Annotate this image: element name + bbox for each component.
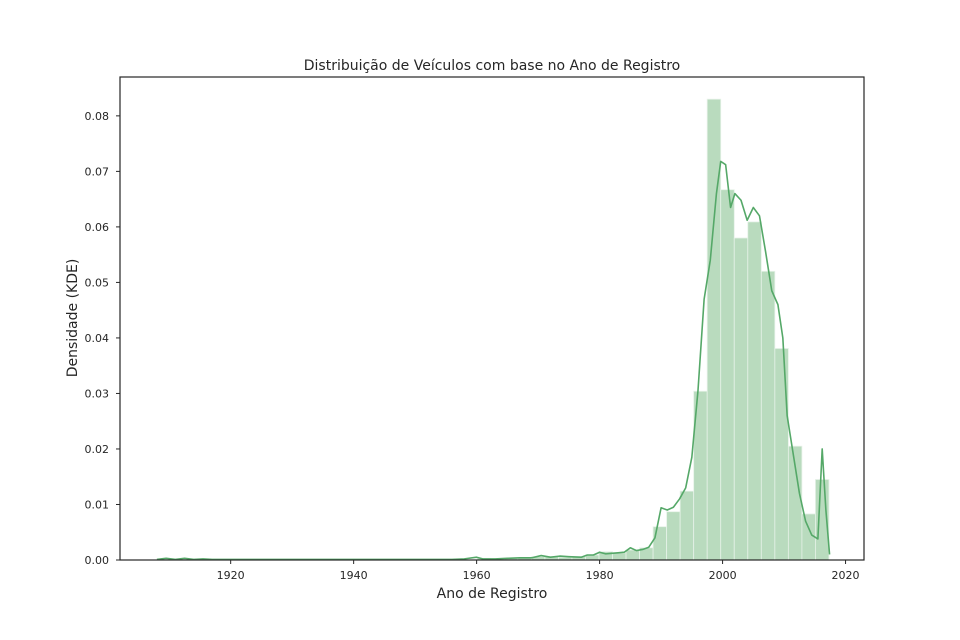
plot-area [156, 98, 831, 561]
histogram-bar-20 [747, 221, 762, 561]
y-tick-label: 0.07 [85, 165, 110, 178]
y-tick-label: 0.00 [85, 554, 110, 567]
y-axis-title: Densidade (KDE) [65, 259, 81, 378]
y-tick-label: 0.02 [85, 443, 110, 456]
histogram-bar-21 [760, 270, 776, 561]
y-tick-label: 0.05 [85, 276, 110, 289]
y-tick-label: 0.01 [85, 498, 110, 511]
x-tick-label: 2000 [709, 569, 737, 582]
x-axis-title: Ano de Registro [437, 586, 548, 602]
x-tick-label: 1980 [586, 569, 614, 582]
x-tick-label: 1940 [340, 569, 368, 582]
y-tick-label: 0.08 [85, 110, 110, 123]
y-tick-label: 0.04 [85, 332, 110, 345]
histogram-bar-17 [706, 98, 722, 561]
plot-frame [119, 76, 865, 561]
histogram-bar-14 [666, 511, 681, 561]
x-tick-label: 1920 [217, 569, 245, 582]
histogram-bar-13 [652, 526, 668, 561]
chart-title: Distribuição de Veículos com base no Ano… [304, 58, 681, 74]
x-tick-label: 2020 [832, 569, 860, 582]
histogram-bar-19 [733, 237, 749, 561]
histogram-bar-15 [679, 490, 695, 561]
y-tick-label: 0.06 [85, 221, 110, 234]
histogram-bar-11 [625, 549, 640, 561]
x-axis-ticks: 1920 1940 1960 1980 2000 2020 [217, 560, 860, 582]
histogram-bar-18 [720, 189, 735, 561]
histogram-bar-22 [774, 348, 789, 561]
y-tick-label: 0.03 [85, 387, 110, 400]
x-tick-label: 1960 [463, 569, 491, 582]
y-axis-ticks: 0.00 0.01 0.02 0.03 0.04 0.05 0.06 0.07 0.08 [85, 110, 120, 567]
